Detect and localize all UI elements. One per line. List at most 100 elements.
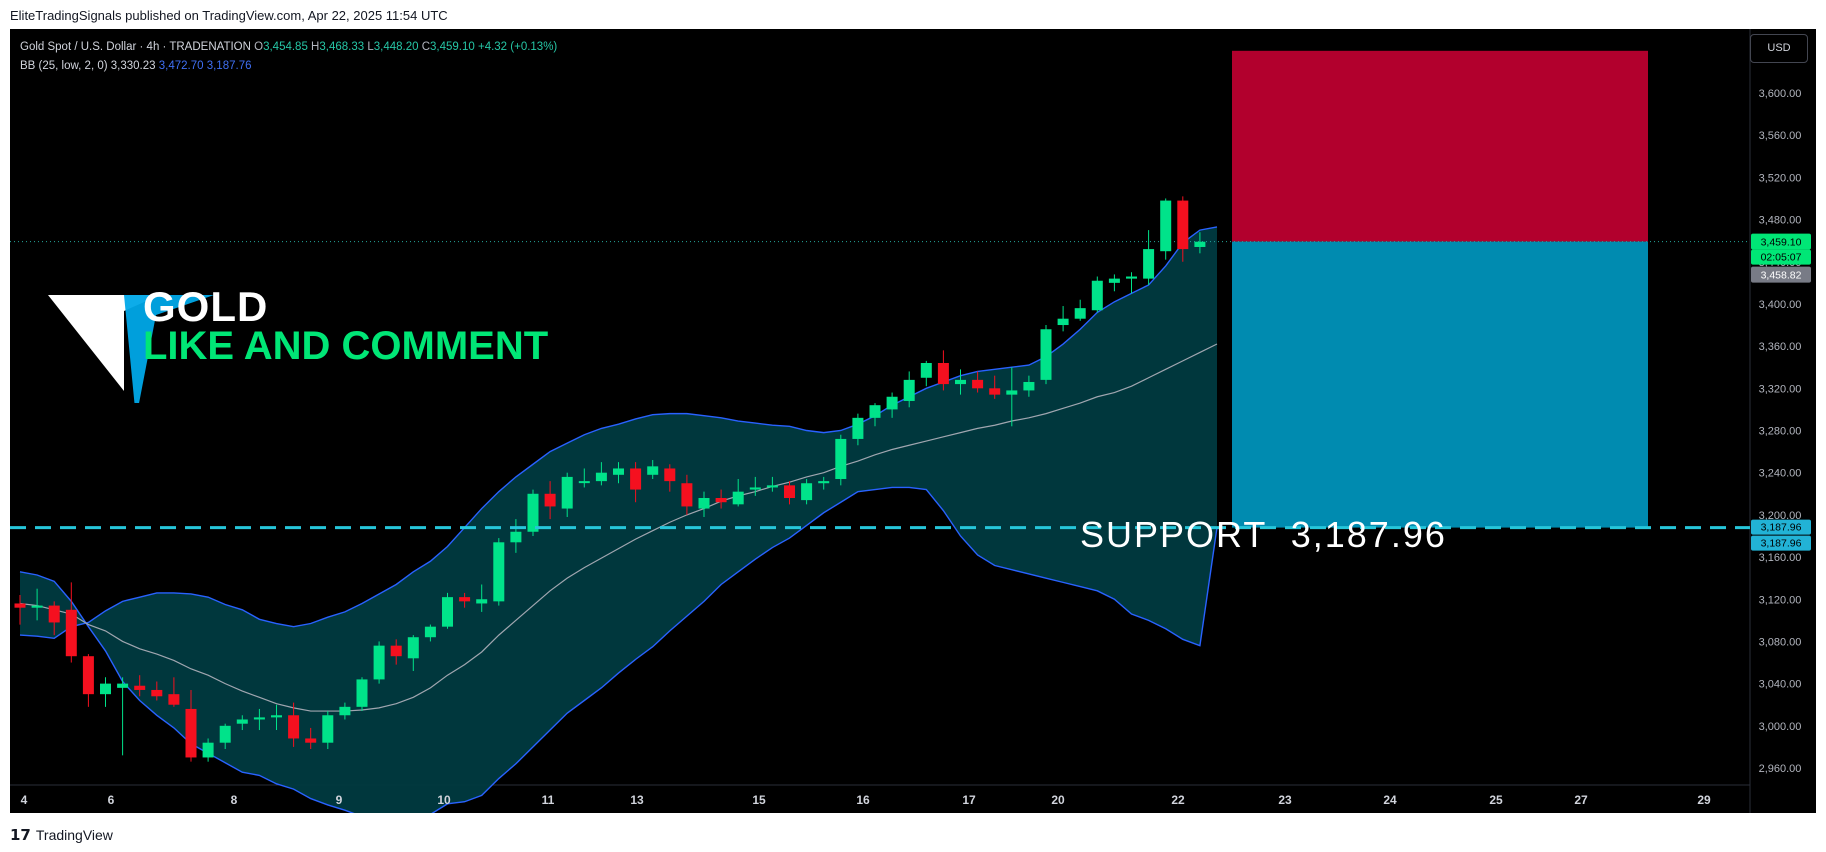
candle-body bbox=[595, 472, 607, 482]
candle-body bbox=[1177, 200, 1189, 250]
bb-basis-value: 3,330.23 bbox=[110, 60, 156, 72]
x-tick-label: 8 bbox=[231, 793, 238, 807]
candle-body bbox=[31, 605, 43, 608]
y-tick-label: 3,560.00 bbox=[1759, 130, 1802, 142]
x-tick-label: 20 bbox=[1051, 793, 1065, 807]
candle-body bbox=[544, 493, 556, 507]
candle-body bbox=[1057, 318, 1069, 326]
x-tick-label: 10 bbox=[437, 793, 451, 807]
candle-body bbox=[100, 683, 111, 695]
x-tick-label: 17 bbox=[962, 793, 976, 807]
candle-body bbox=[1108, 278, 1120, 283]
x-tick-label: 29 bbox=[1697, 793, 1711, 807]
candle-body bbox=[65, 609, 77, 657]
candle-body bbox=[1194, 241, 1206, 247]
candle-body bbox=[527, 493, 539, 532]
y-tick-label: 3,000.00 bbox=[1759, 721, 1802, 733]
candle-body bbox=[288, 715, 300, 739]
currency-button[interactable]: USD bbox=[1750, 34, 1808, 63]
candle-body bbox=[305, 738, 317, 743]
x-tick-label: 6 bbox=[108, 793, 115, 807]
candle-body bbox=[134, 685, 146, 690]
close-value: 3,459.10 bbox=[430, 41, 475, 53]
open-label: O bbox=[254, 41, 264, 53]
candle-body bbox=[613, 468, 624, 475]
candle-body bbox=[1091, 280, 1103, 311]
y-tick-label: 2,960.00 bbox=[1759, 763, 1802, 775]
price-chart[interactable]: 3,600.003,560.003,520.003,480.003,440.00… bbox=[10, 29, 1816, 813]
last-price-tag: 3,459.10 bbox=[1761, 237, 1802, 249]
candle-body bbox=[390, 645, 402, 657]
candle-body bbox=[459, 597, 471, 602]
y-tick-label: 3,240.00 bbox=[1759, 468, 1802, 480]
change-value: +4.32 (+0.13%) bbox=[477, 41, 558, 53]
candle-body bbox=[937, 363, 949, 385]
candle-body bbox=[424, 626, 436, 638]
candle-body bbox=[219, 725, 231, 743]
candle-body bbox=[920, 363, 932, 378]
candle-body bbox=[185, 708, 197, 758]
support-price-tag-2-bg bbox=[1751, 535, 1811, 551]
tradingview-brand: TradingView bbox=[35, 827, 113, 843]
candle-body bbox=[681, 483, 693, 507]
x-tick-label: 25 bbox=[1489, 793, 1503, 807]
bb-upper-line bbox=[19, 226, 1218, 639]
y-tick-label: 3,400.00 bbox=[1759, 299, 1802, 311]
bb-band-fill bbox=[20, 226, 1217, 813]
x-tick-label: 15 bbox=[752, 793, 766, 807]
y-tick-label: 3,360.00 bbox=[1759, 341, 1802, 353]
candle-body bbox=[835, 438, 847, 480]
symbol-label: Gold Spot / U.S. Dollar · 4h · TRADENATI… bbox=[20, 41, 251, 53]
candle-body bbox=[1143, 249, 1155, 279]
candle-body bbox=[578, 481, 590, 484]
y-tick-label: 3,120.00 bbox=[1759, 594, 1802, 606]
y-tick-label: 3,280.00 bbox=[1759, 426, 1802, 438]
high-label: H bbox=[311, 41, 320, 53]
brand-logo-icon bbox=[48, 295, 214, 403]
last-price-tag-bg bbox=[1751, 233, 1811, 250]
candle-body bbox=[869, 405, 881, 418]
candle-body bbox=[373, 645, 385, 680]
candle-body bbox=[784, 485, 795, 498]
candle-body bbox=[1126, 276, 1137, 279]
candle-body bbox=[561, 476, 573, 509]
x-tick-label: 11 bbox=[542, 793, 555, 807]
candle-body bbox=[1023, 381, 1035, 391]
bid-price-tag: 3,458.82 bbox=[1761, 270, 1802, 282]
high-value: 3,468.33 bbox=[319, 41, 365, 53]
candle-body bbox=[493, 542, 505, 602]
candle-body bbox=[339, 706, 351, 716]
candle-body bbox=[476, 599, 488, 604]
candle-body bbox=[236, 719, 248, 724]
tradingview-footer[interactable]: 𝟭𝟳 TradingView bbox=[10, 826, 113, 844]
x-tick-label: 22 bbox=[1171, 793, 1185, 807]
candle-body bbox=[886, 396, 898, 410]
y-tick-label: 3,480.00 bbox=[1759, 215, 1802, 227]
bb-row: BB (25, low, 2, 0) 3,330.23 3,472.70 3,1… bbox=[20, 57, 557, 76]
candle-body bbox=[48, 605, 60, 623]
tradingview-logo-icon: 𝟭𝟳 bbox=[10, 827, 31, 844]
x-tick-label: 9 bbox=[336, 793, 343, 807]
candle-body bbox=[801, 483, 813, 501]
stop-loss-zone bbox=[1232, 50, 1648, 242]
bb-lower-value: 3,187.76 bbox=[206, 60, 252, 72]
take-profit-zone bbox=[1232, 241, 1648, 528]
candle-body bbox=[989, 388, 1001, 395]
countdown-tag-bg bbox=[1751, 249, 1811, 265]
y-tick-label: 3,160.00 bbox=[1759, 552, 1802, 564]
open-value: 3,454.85 bbox=[263, 41, 308, 53]
candle-body bbox=[818, 481, 830, 484]
publish-caption: EliteTradingSignals published on Trading… bbox=[10, 8, 448, 23]
y-tick-label: 3,520.00 bbox=[1759, 172, 1802, 184]
candle-body bbox=[82, 656, 94, 695]
candle-body bbox=[698, 498, 710, 509]
chart-legend: Gold Spot / U.S. Dollar · 4h · TRADENATI… bbox=[20, 38, 557, 76]
candle-body bbox=[955, 379, 966, 385]
x-tick-label: 16 bbox=[856, 793, 870, 807]
chart-panel[interactable]: 3,600.003,560.003,520.003,480.003,440.00… bbox=[10, 29, 1816, 813]
candle-body bbox=[356, 679, 368, 707]
y-tick-label: 3,040.00 bbox=[1759, 679, 1802, 691]
y-tick-label: 3,320.00 bbox=[1759, 383, 1802, 395]
bb-upper-value: 3,472.70 bbox=[158, 60, 204, 72]
candle-body bbox=[664, 468, 676, 482]
